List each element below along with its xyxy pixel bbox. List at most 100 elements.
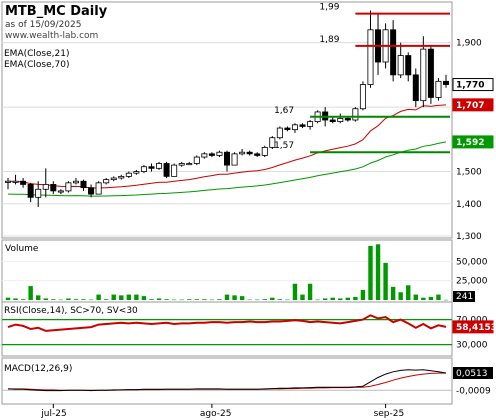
candle-body — [291, 124, 298, 131]
volume-bar — [360, 289, 366, 300]
ema21-readout: 1,707 — [456, 101, 484, 111]
volume-bar — [66, 298, 71, 300]
volume-title: Volume — [5, 244, 39, 254]
price-pane-frame — [1, 1, 453, 239]
candle-body — [223, 151, 230, 166]
candle-body — [412, 74, 419, 102]
candle-body — [42, 184, 49, 190]
candle-body — [110, 177, 117, 181]
price-y-tick-label: 1,400 — [456, 200, 482, 210]
volume-bar — [51, 299, 56, 300]
candle-body — [133, 171, 140, 174]
volume-bar — [126, 294, 132, 300]
candle-body — [27, 184, 34, 198]
volume-bar — [224, 294, 230, 300]
price-y-tick-label: 1,900 — [456, 39, 482, 49]
x-tick-label: sep-25 — [374, 409, 405, 419]
volume-bar — [149, 299, 154, 300]
volume-bar — [368, 245, 373, 300]
candle-body — [171, 164, 178, 177]
candle-body — [12, 180, 19, 183]
candle-body — [193, 156, 200, 164]
rsi-last-readout: 58,4153 — [456, 323, 496, 333]
volume-bar — [398, 292, 403, 300]
ema21-readout-box — [452, 98, 494, 112]
volume-bar — [141, 296, 147, 300]
candle-body — [390, 29, 397, 76]
x-tick-label: ago-25 — [200, 409, 232, 419]
candle-body — [88, 187, 95, 195]
volume-bar — [73, 299, 79, 300]
candle-body — [254, 153, 261, 156]
candle-body — [261, 146, 268, 156]
x-tick-label: jul-25 — [40, 409, 66, 419]
volume-bar — [28, 286, 33, 300]
candle-body — [118, 175, 125, 179]
volume-bar — [156, 298, 162, 300]
volume-bar — [375, 244, 381, 300]
candle-body — [269, 137, 276, 148]
legend-ema21: EMA(Close,21) — [4, 49, 69, 59]
volume-bar — [443, 299, 449, 301]
chart-title: MTB_MC Daily — [5, 4, 108, 19]
candle-body — [178, 163, 185, 166]
macd-series — [7, 369, 447, 392]
volume-bar — [209, 299, 215, 301]
macd-pane-frame — [1, 357, 453, 405]
candle-body — [231, 153, 238, 166]
candle-body — [337, 117, 344, 123]
volume-bar — [202, 299, 207, 300]
candle-body — [35, 188, 42, 198]
volume-bar — [421, 297, 426, 300]
candle-body — [186, 163, 193, 166]
rsi-last-readout-box — [452, 320, 494, 334]
volume-bar — [5, 297, 11, 300]
volume-last-readout-box — [453, 291, 475, 302]
candle-body — [442, 80, 449, 85]
axis-labels: 1,9001,7001,5001,4001,3001,7701,7071,592… — [40, 39, 496, 419]
candle-body — [80, 180, 87, 189]
level-label: 1,57 — [274, 141, 294, 151]
volume-bar — [255, 299, 260, 301]
volume-bar — [20, 299, 26, 300]
volume-bar — [13, 298, 18, 300]
candle-body — [397, 55, 404, 76]
rsi-title: RSI(Close,14), SC>70, SV<30 — [4, 306, 138, 316]
macd-signal-line — [8, 372, 446, 391]
candle-body — [65, 182, 72, 192]
volume-bar — [179, 299, 184, 301]
ema70-readout-box — [452, 135, 494, 149]
volume-bar — [111, 294, 116, 300]
volume-bar — [322, 298, 328, 300]
volume-bar — [239, 296, 245, 300]
volume-bar — [88, 299, 94, 301]
macd-line — [7, 369, 447, 392]
candle-body — [140, 166, 147, 172]
candle-body — [307, 121, 314, 127]
volume-bar — [217, 299, 222, 300]
volume-bar — [262, 299, 267, 300]
volume-bar — [300, 294, 305, 300]
level-label: 1,99 — [319, 3, 339, 13]
volume-bar — [103, 299, 109, 300]
candle-body — [329, 119, 336, 123]
volume-bar — [270, 297, 275, 300]
volume-bar — [285, 299, 290, 301]
rsi-pane-frame — [1, 301, 453, 357]
volume-bar — [232, 295, 237, 300]
volume-bar — [353, 296, 358, 300]
volume-bar — [247, 299, 252, 301]
candle-body — [427, 48, 434, 98]
volume-bar — [187, 299, 192, 300]
candle-body — [95, 182, 102, 195]
site-watermark: www.wealth-lab.com — [5, 31, 98, 41]
volume-bar — [96, 294, 101, 300]
rsi-y-tick-label: 30,000 — [456, 341, 488, 351]
candle-body — [352, 108, 359, 121]
volume-bar — [428, 296, 434, 300]
volume-y-tick-label: 50,000 — [456, 257, 488, 267]
volume-bar — [383, 262, 388, 300]
candle-body — [103, 179, 110, 184]
